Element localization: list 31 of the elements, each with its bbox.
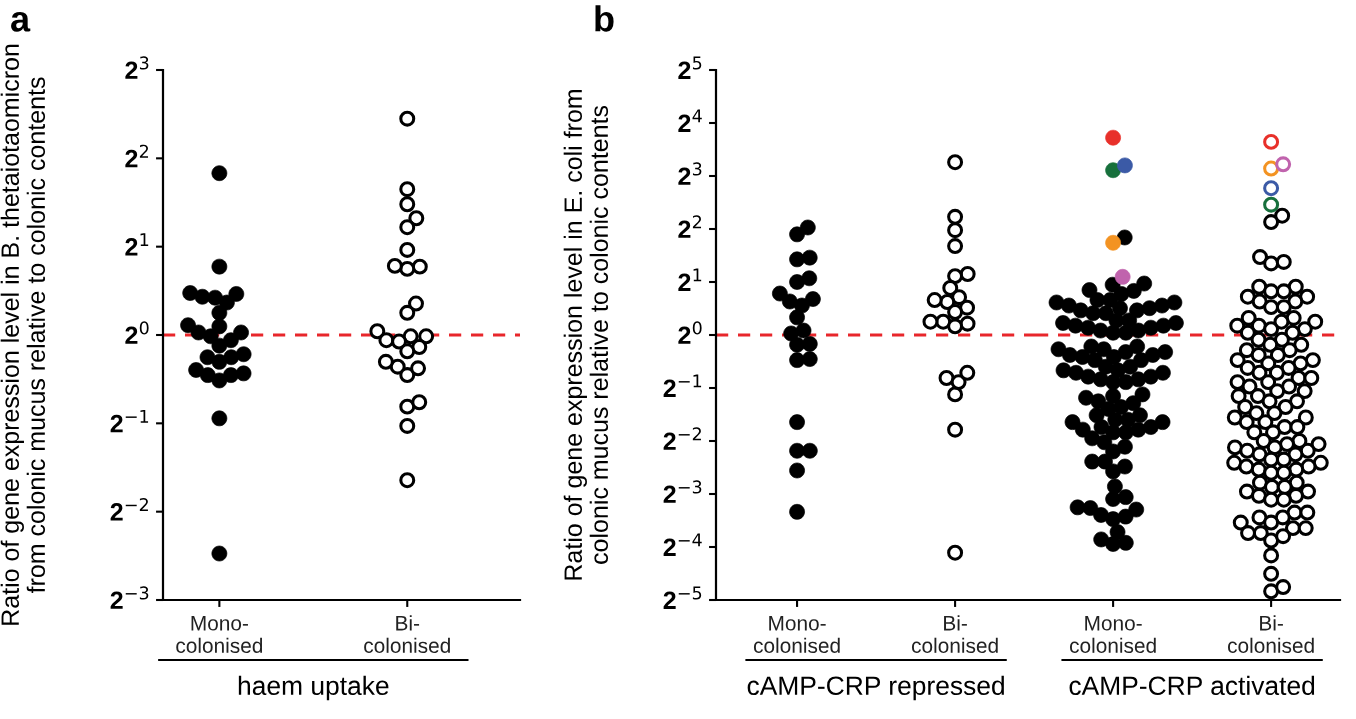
text: haem uptake <box>238 675 389 701</box>
y-tick-label: 2$^{4}$ <box>678 109 702 132</box>
x-tick-label: Bi- colonised <box>1227 615 1314 654</box>
y-tick-label: 2$^{−2}$ <box>110 497 148 521</box>
y-tick-label: 2$^{1}$ <box>125 233 149 256</box>
chart-title: b <box>595 5 614 32</box>
x-tick-label: Mono- colonised <box>176 616 263 654</box>
y-axis-title: Ratio of gene expression level in E. coli from colonic mucus relative to colonic contents <box>563 89 609 580</box>
y-tick-label: 2$^{−1}$ <box>663 374 702 397</box>
x-tick-label: Bi- colonised <box>911 615 998 654</box>
y-tick-label: 2$^{0}$ <box>678 321 702 344</box>
y-tick-label: 2$^{2}$ <box>125 144 149 168</box>
y-tick-label: 2$^{−4}$ <box>663 533 702 556</box>
y-axis-title: Ratio of gene expression level in B. thetaiotaomicron from colonic mucus relative to colonic contents <box>0 44 46 625</box>
text: cAMP-CRP activated <box>1069 675 1315 696</box>
chart-title: a <box>11 11 31 32</box>
y-tick-label: 2$^{−3}$ <box>110 586 149 609</box>
x-tick-label: Mono- colonised <box>1069 616 1156 654</box>
y-tick-label: 2$^{5}$ <box>678 56 702 79</box>
x-tick-label: Bi- colonised <box>364 615 450 654</box>
y-tick-label: 2$^{3}$ <box>125 56 149 79</box>
y-tick-label: 2$^{1}$ <box>678 268 702 291</box>
y-tick-label: 2$^{3}$ <box>678 162 702 185</box>
y-tick-label: 2$^{−1}$ <box>110 409 149 433</box>
text: cAMP-CRP repressed <box>747 675 1004 701</box>
y-tick-label: 2$^{−5}$ <box>663 586 702 609</box>
y-tick-label: 2$^{−3}$ <box>663 480 702 503</box>
y-tick-label: 2$^{−2}$ <box>663 427 701 450</box>
y-tick-label: 2$^{2}$ <box>678 215 702 238</box>
y-tick-label: 2$^{0}$ <box>125 321 149 344</box>
x-tick-label: Mono- colonised <box>753 616 840 654</box>
